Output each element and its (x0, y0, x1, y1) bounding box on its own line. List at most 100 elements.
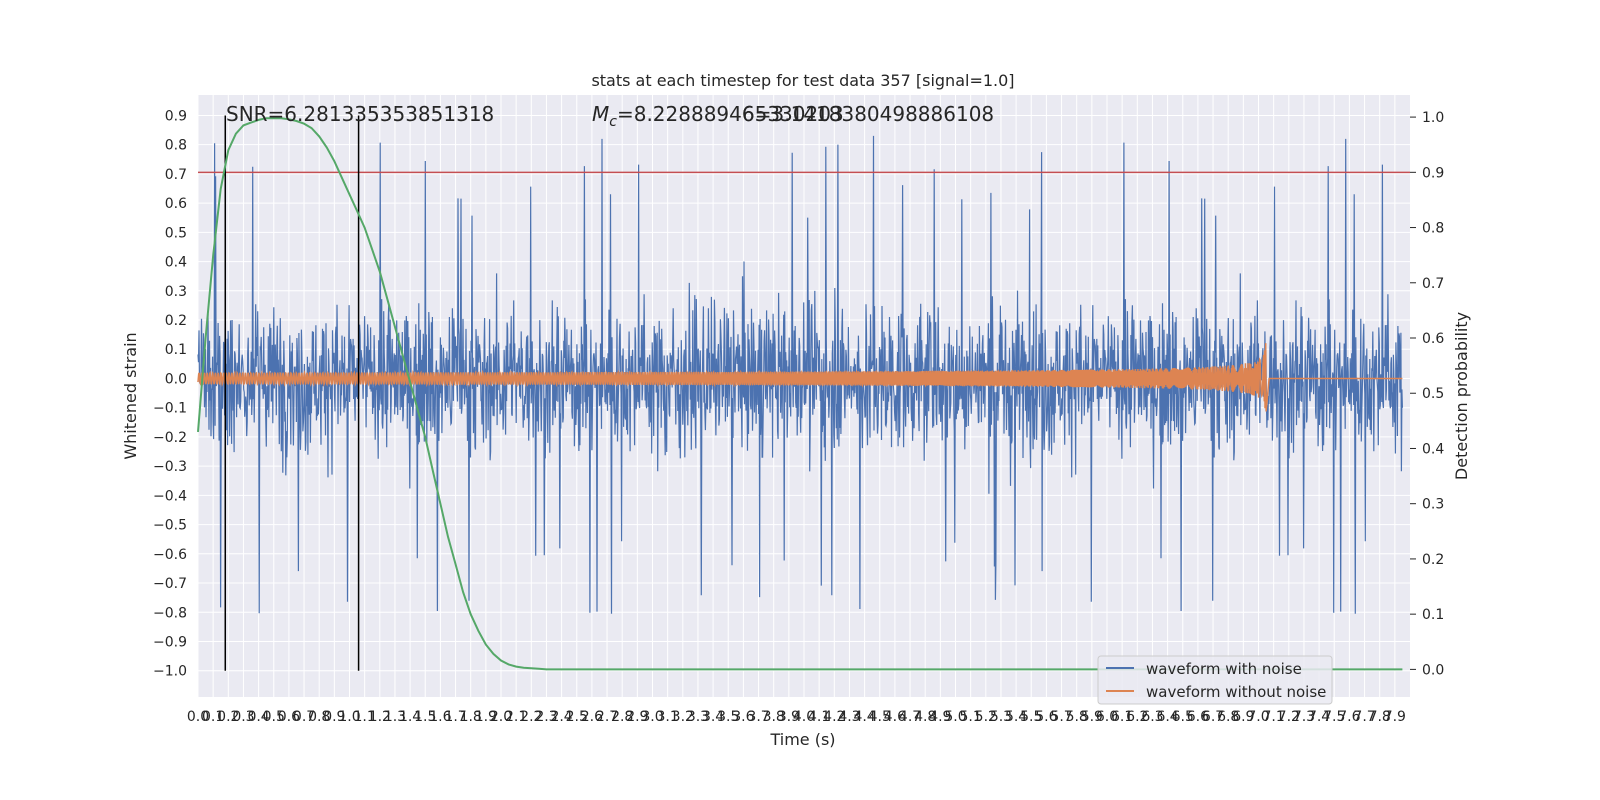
x-tick-label: 3.0 (641, 709, 663, 725)
right-y-tick-label: 1.0 (1422, 110, 1444, 126)
x-tick-label: 6.0 (1096, 709, 1118, 725)
left-y-tick-label: −0.8 (153, 605, 187, 621)
x-tick-label: 4.6 (884, 709, 906, 725)
legend-box (1097, 655, 1333, 705)
series-detection-probability (197, 117, 1403, 671)
x-tick-label: 6.1 (1111, 709, 1133, 725)
x-tick-label: 5.1 (960, 709, 982, 725)
left-y-tick-label: −0.2 (153, 430, 187, 446)
x-tick-label: 5.0 (944, 709, 966, 725)
left-y-tick-label: −0.9 (153, 634, 187, 650)
clean-waveform-line (197, 343, 1403, 412)
x-axis-label: Time (s) (769, 730, 835, 749)
x-tick-label: 0.1 (202, 709, 224, 725)
x-tick-label: 2.4 (550, 709, 572, 725)
left-y-tick-label: −1.0 (153, 664, 187, 680)
x-tick-label: 3.3 (687, 709, 709, 725)
chirp-mass-value: =8.228889465330203 (617, 102, 844, 126)
x-tick-label: 6.6 (1187, 709, 1209, 725)
x-tick-label: 0.2 (217, 709, 239, 725)
left-y-tick-label: 0.9 (165, 108, 187, 124)
left-y-tick-label: 0.1 (165, 342, 187, 358)
x-tick-label: 7.8 (1369, 709, 1391, 725)
x-tick-label: 4.2 (823, 709, 845, 725)
left-y-tick-label: −0.6 (153, 547, 187, 563)
x-tick-label: 5.2 (975, 709, 997, 725)
x-tick-label: 3.2 (672, 709, 694, 725)
right-y-tick-label: 0.4 (1422, 441, 1444, 457)
right-y-tick-label: 0.9 (1422, 165, 1444, 181)
x-tick-label: 5.6 (1035, 709, 1057, 725)
x-tick-label: 6.5 (1172, 709, 1194, 725)
left-y-tick-label: 0.3 (165, 284, 187, 300)
x-tick-label: 0.5 (263, 709, 285, 725)
right-y-tick-labels: 1.0 0.9 0.8 0.7 0.6 0.5 0.4 0.3 0.2 0.1 0.0 (1410, 110, 1444, 678)
left-y-tick-label: 0.8 (165, 138, 187, 154)
legend: waveform with noise waveform without noi… (1097, 655, 1333, 705)
x-tick-label: 4.1 (808, 709, 830, 725)
x-tick-label: 0.7 (293, 709, 315, 725)
x-tick-label: 0.3 (232, 709, 254, 725)
x-tick-label: 6.7 (1202, 709, 1224, 725)
x-tick-label: 3.1 (657, 709, 679, 725)
right-y-tick-label: 0.8 (1422, 221, 1444, 237)
right-y-axis-label: Detection probability (1452, 312, 1471, 480)
x-tick-label: 0.9 (323, 709, 345, 725)
x-tick-label: 1.5 (414, 709, 436, 725)
vertical-markers (224, 115, 360, 671)
x-tick-label: 3.7 (747, 709, 769, 725)
x-tick-label: 7.6 (1338, 709, 1360, 725)
left-y-tick-label: 0.4 (165, 255, 187, 271)
left-y-axis-label: Whitened strain (121, 332, 140, 459)
chirp-mass-subscript: c (609, 114, 617, 130)
noise-waveform-line (197, 135, 1403, 614)
x-tick-label: 1.0 (338, 709, 360, 725)
series-waveform-with-noise (197, 135, 1403, 614)
x-tick-label: 4.9 (929, 709, 951, 725)
x-tick-label: 5.8 (1066, 709, 1088, 725)
x-tick-label: 4.4 (853, 709, 875, 725)
x-tick-label: 3.6 (732, 709, 754, 725)
left-y-tick-label: −0.4 (153, 488, 187, 504)
chart-title: stats at each timestep for test data 357… (591, 71, 1014, 90)
x-tick-label: 2.3 (535, 709, 557, 725)
left-y-tick-label: 0.5 (165, 225, 187, 241)
x-tick-label: 7.4 (1308, 709, 1330, 725)
x-tick-label: 6.4 (1156, 709, 1178, 725)
x-tick-label: 2.2 (520, 709, 542, 725)
x-tick-label: 0.4 (247, 709, 269, 725)
left-y-tick-label: −0.1 (153, 401, 187, 417)
x-tick-label: 1.8 (460, 709, 482, 725)
x-tick-label: 4.3 (838, 709, 860, 725)
x-tick-label: 1.9 (475, 709, 497, 725)
chirp-mass-symbol: M (592, 102, 609, 126)
x-tick-label: 3.5 (717, 709, 739, 725)
x-tick-label: 2.8 (611, 709, 633, 725)
x-tick-label: 2.7 (596, 709, 618, 725)
x-tick-label: 1.3 (384, 709, 406, 725)
x-tick-label: 1.1 (354, 709, 376, 725)
x-tick-label: 4.5 (869, 709, 891, 725)
x-tick-label: 5.5 (1020, 709, 1042, 725)
x-tick-label: 2.6 (581, 709, 603, 725)
x-tick-label: 3.4 (702, 709, 724, 725)
chirp-mass-annotation: Mc=8.228889465330203 (592, 102, 844, 130)
x-tick-label: 4.8 (914, 709, 936, 725)
x-tick-label: 4.0 (793, 709, 815, 725)
x-tick-label: 6.2 (1126, 709, 1148, 725)
x-tick-label: 6.8 (1217, 709, 1239, 725)
right-y-tick-label: 0.5 (1422, 386, 1444, 402)
x-tick-label: 5.7 (1050, 709, 1072, 725)
series-waveform-without-noise (197, 343, 1403, 412)
left-y-tick-labels: 0.9 0.8 0.7 0.6 0.5 0.4 0.3 0.2 0.1 0.0 −0.1 −0.2 −0… (153, 108, 187, 679)
legend-label-noise: waveform with noise (1146, 660, 1302, 678)
overlapping-annotation: 6=3.1418380498886108 (742, 102, 994, 126)
x-tick-label: 2.9 (626, 709, 648, 725)
legend-label-clean: waveform without noise (1146, 683, 1326, 701)
x-tick-label: 5.3 (990, 709, 1012, 725)
left-y-tick-label: 0.7 (165, 167, 187, 183)
x-tick-label: 7.2 (1278, 709, 1300, 725)
x-tick-label: 0.0 (187, 709, 209, 725)
snr-annotation: SNR=6.281335353851318 (226, 102, 494, 126)
x-tick-label: 4.7 (899, 709, 921, 725)
